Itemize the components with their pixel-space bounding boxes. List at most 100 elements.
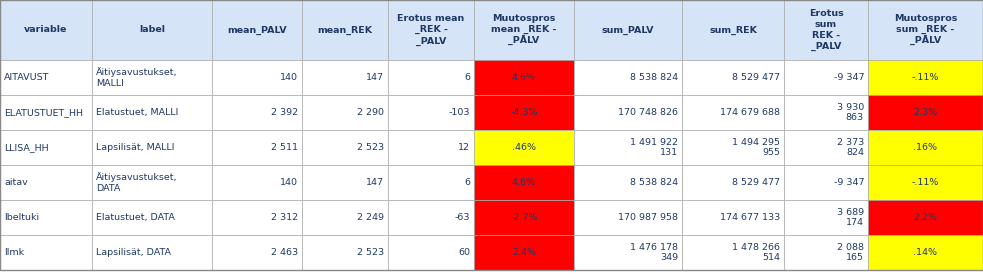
Bar bbox=[682, 200, 784, 235]
Bar bbox=[0, 130, 92, 165]
Text: 60: 60 bbox=[458, 248, 470, 257]
Text: 174 677 133: 174 677 133 bbox=[720, 213, 780, 222]
Bar bbox=[212, 130, 302, 165]
Bar bbox=[212, 235, 302, 270]
Bar bbox=[682, 130, 784, 165]
Text: 1 478 266
514: 1 478 266 514 bbox=[732, 243, 780, 262]
Text: 170 987 958: 170 987 958 bbox=[618, 213, 678, 222]
Text: 140: 140 bbox=[280, 178, 298, 187]
Bar bbox=[682, 60, 784, 95]
Text: mean_PALV: mean_PALV bbox=[227, 25, 287, 35]
Text: 8 538 824: 8 538 824 bbox=[630, 178, 678, 187]
Text: Elatustuet, DATA: Elatustuet, DATA bbox=[96, 213, 175, 222]
Text: 2 373
824: 2 373 824 bbox=[837, 138, 864, 157]
Text: -.11%: -.11% bbox=[912, 178, 939, 187]
Text: 4.6%: 4.6% bbox=[512, 73, 536, 82]
Text: 3 930
863: 3 930 863 bbox=[837, 103, 864, 122]
Text: 6: 6 bbox=[464, 178, 470, 187]
Bar bbox=[302, 235, 388, 270]
Text: 4.6%: 4.6% bbox=[512, 178, 536, 187]
Bar bbox=[574, 200, 682, 235]
Bar bbox=[0, 200, 92, 235]
Bar bbox=[212, 200, 302, 235]
Bar bbox=[868, 60, 983, 95]
Bar bbox=[474, 130, 574, 165]
Bar bbox=[682, 165, 784, 200]
Bar bbox=[868, 200, 983, 235]
Text: 2 249: 2 249 bbox=[357, 213, 384, 222]
Text: 12: 12 bbox=[458, 143, 470, 152]
Text: 2 312: 2 312 bbox=[271, 213, 298, 222]
Bar bbox=[784, 200, 868, 235]
Bar bbox=[212, 0, 302, 60]
Text: 1 491 922
131: 1 491 922 131 bbox=[630, 138, 678, 157]
Bar bbox=[388, 95, 474, 130]
Text: 2 392: 2 392 bbox=[271, 108, 298, 117]
Text: 8 538 824: 8 538 824 bbox=[630, 73, 678, 82]
Text: .46%: .46% bbox=[512, 143, 536, 152]
Text: 2 088
165: 2 088 165 bbox=[837, 243, 864, 262]
Bar bbox=[388, 235, 474, 270]
Text: 147: 147 bbox=[366, 178, 384, 187]
Text: -9 347: -9 347 bbox=[834, 73, 864, 82]
Bar bbox=[474, 0, 574, 60]
Bar bbox=[388, 200, 474, 235]
Text: -63: -63 bbox=[454, 213, 470, 222]
Text: sum_PALV: sum_PALV bbox=[602, 25, 655, 35]
Bar bbox=[474, 165, 574, 200]
Bar bbox=[868, 165, 983, 200]
Bar bbox=[212, 60, 302, 95]
Text: 2 523: 2 523 bbox=[357, 143, 384, 152]
Bar bbox=[784, 130, 868, 165]
Text: Erotus
sum
REK -
_PALV: Erotus sum REK - _PALV bbox=[809, 9, 843, 51]
Bar bbox=[784, 95, 868, 130]
Text: -4.3%: -4.3% bbox=[510, 108, 538, 117]
Text: Elatustuet, MALLI: Elatustuet, MALLI bbox=[96, 108, 178, 117]
Bar bbox=[302, 200, 388, 235]
Bar bbox=[302, 60, 388, 95]
Text: 1 476 178
349: 1 476 178 349 bbox=[630, 243, 678, 262]
Bar bbox=[0, 95, 92, 130]
Bar bbox=[92, 130, 212, 165]
Bar bbox=[574, 95, 682, 130]
Text: -.11%: -.11% bbox=[912, 73, 939, 82]
Text: -2.7%: -2.7% bbox=[510, 213, 538, 222]
Text: ELATUSTUET_HH: ELATUSTUET_HH bbox=[4, 108, 83, 117]
Text: 2 463: 2 463 bbox=[271, 248, 298, 257]
Text: variable: variable bbox=[25, 26, 68, 34]
Text: .14%: .14% bbox=[913, 248, 938, 257]
Bar bbox=[868, 95, 983, 130]
Text: sum_REK: sum_REK bbox=[709, 25, 757, 35]
Text: 2 511: 2 511 bbox=[271, 143, 298, 152]
Bar bbox=[868, 0, 983, 60]
Bar bbox=[784, 235, 868, 270]
Bar bbox=[784, 60, 868, 95]
Text: -103: -103 bbox=[448, 108, 470, 117]
Text: Muutospros
mean _REK -
_PĀLV: Muutospros mean _REK - _PĀLV bbox=[492, 14, 556, 46]
Text: aitav: aitav bbox=[4, 178, 28, 187]
Text: -9 347: -9 347 bbox=[834, 178, 864, 187]
Bar bbox=[474, 235, 574, 270]
Text: LLISA_HH: LLISA_HH bbox=[4, 143, 48, 152]
Bar bbox=[682, 235, 784, 270]
Text: 2 523: 2 523 bbox=[357, 248, 384, 257]
Text: Ibeltuki: Ibeltuki bbox=[4, 213, 39, 222]
Bar bbox=[474, 95, 574, 130]
Text: 174 679 688: 174 679 688 bbox=[720, 108, 780, 117]
Text: 1 494 295
955: 1 494 295 955 bbox=[732, 138, 780, 157]
Bar bbox=[574, 0, 682, 60]
Bar bbox=[868, 130, 983, 165]
Bar bbox=[682, 0, 784, 60]
Bar bbox=[388, 60, 474, 95]
Text: label: label bbox=[139, 26, 165, 34]
Bar bbox=[92, 200, 212, 235]
Bar bbox=[474, 200, 574, 235]
Text: 8 529 477: 8 529 477 bbox=[732, 178, 780, 187]
Text: 140: 140 bbox=[280, 73, 298, 82]
Text: 8 529 477: 8 529 477 bbox=[732, 73, 780, 82]
Bar bbox=[92, 95, 212, 130]
Bar bbox=[212, 95, 302, 130]
Bar bbox=[784, 0, 868, 60]
Bar bbox=[574, 165, 682, 200]
Bar bbox=[388, 0, 474, 60]
